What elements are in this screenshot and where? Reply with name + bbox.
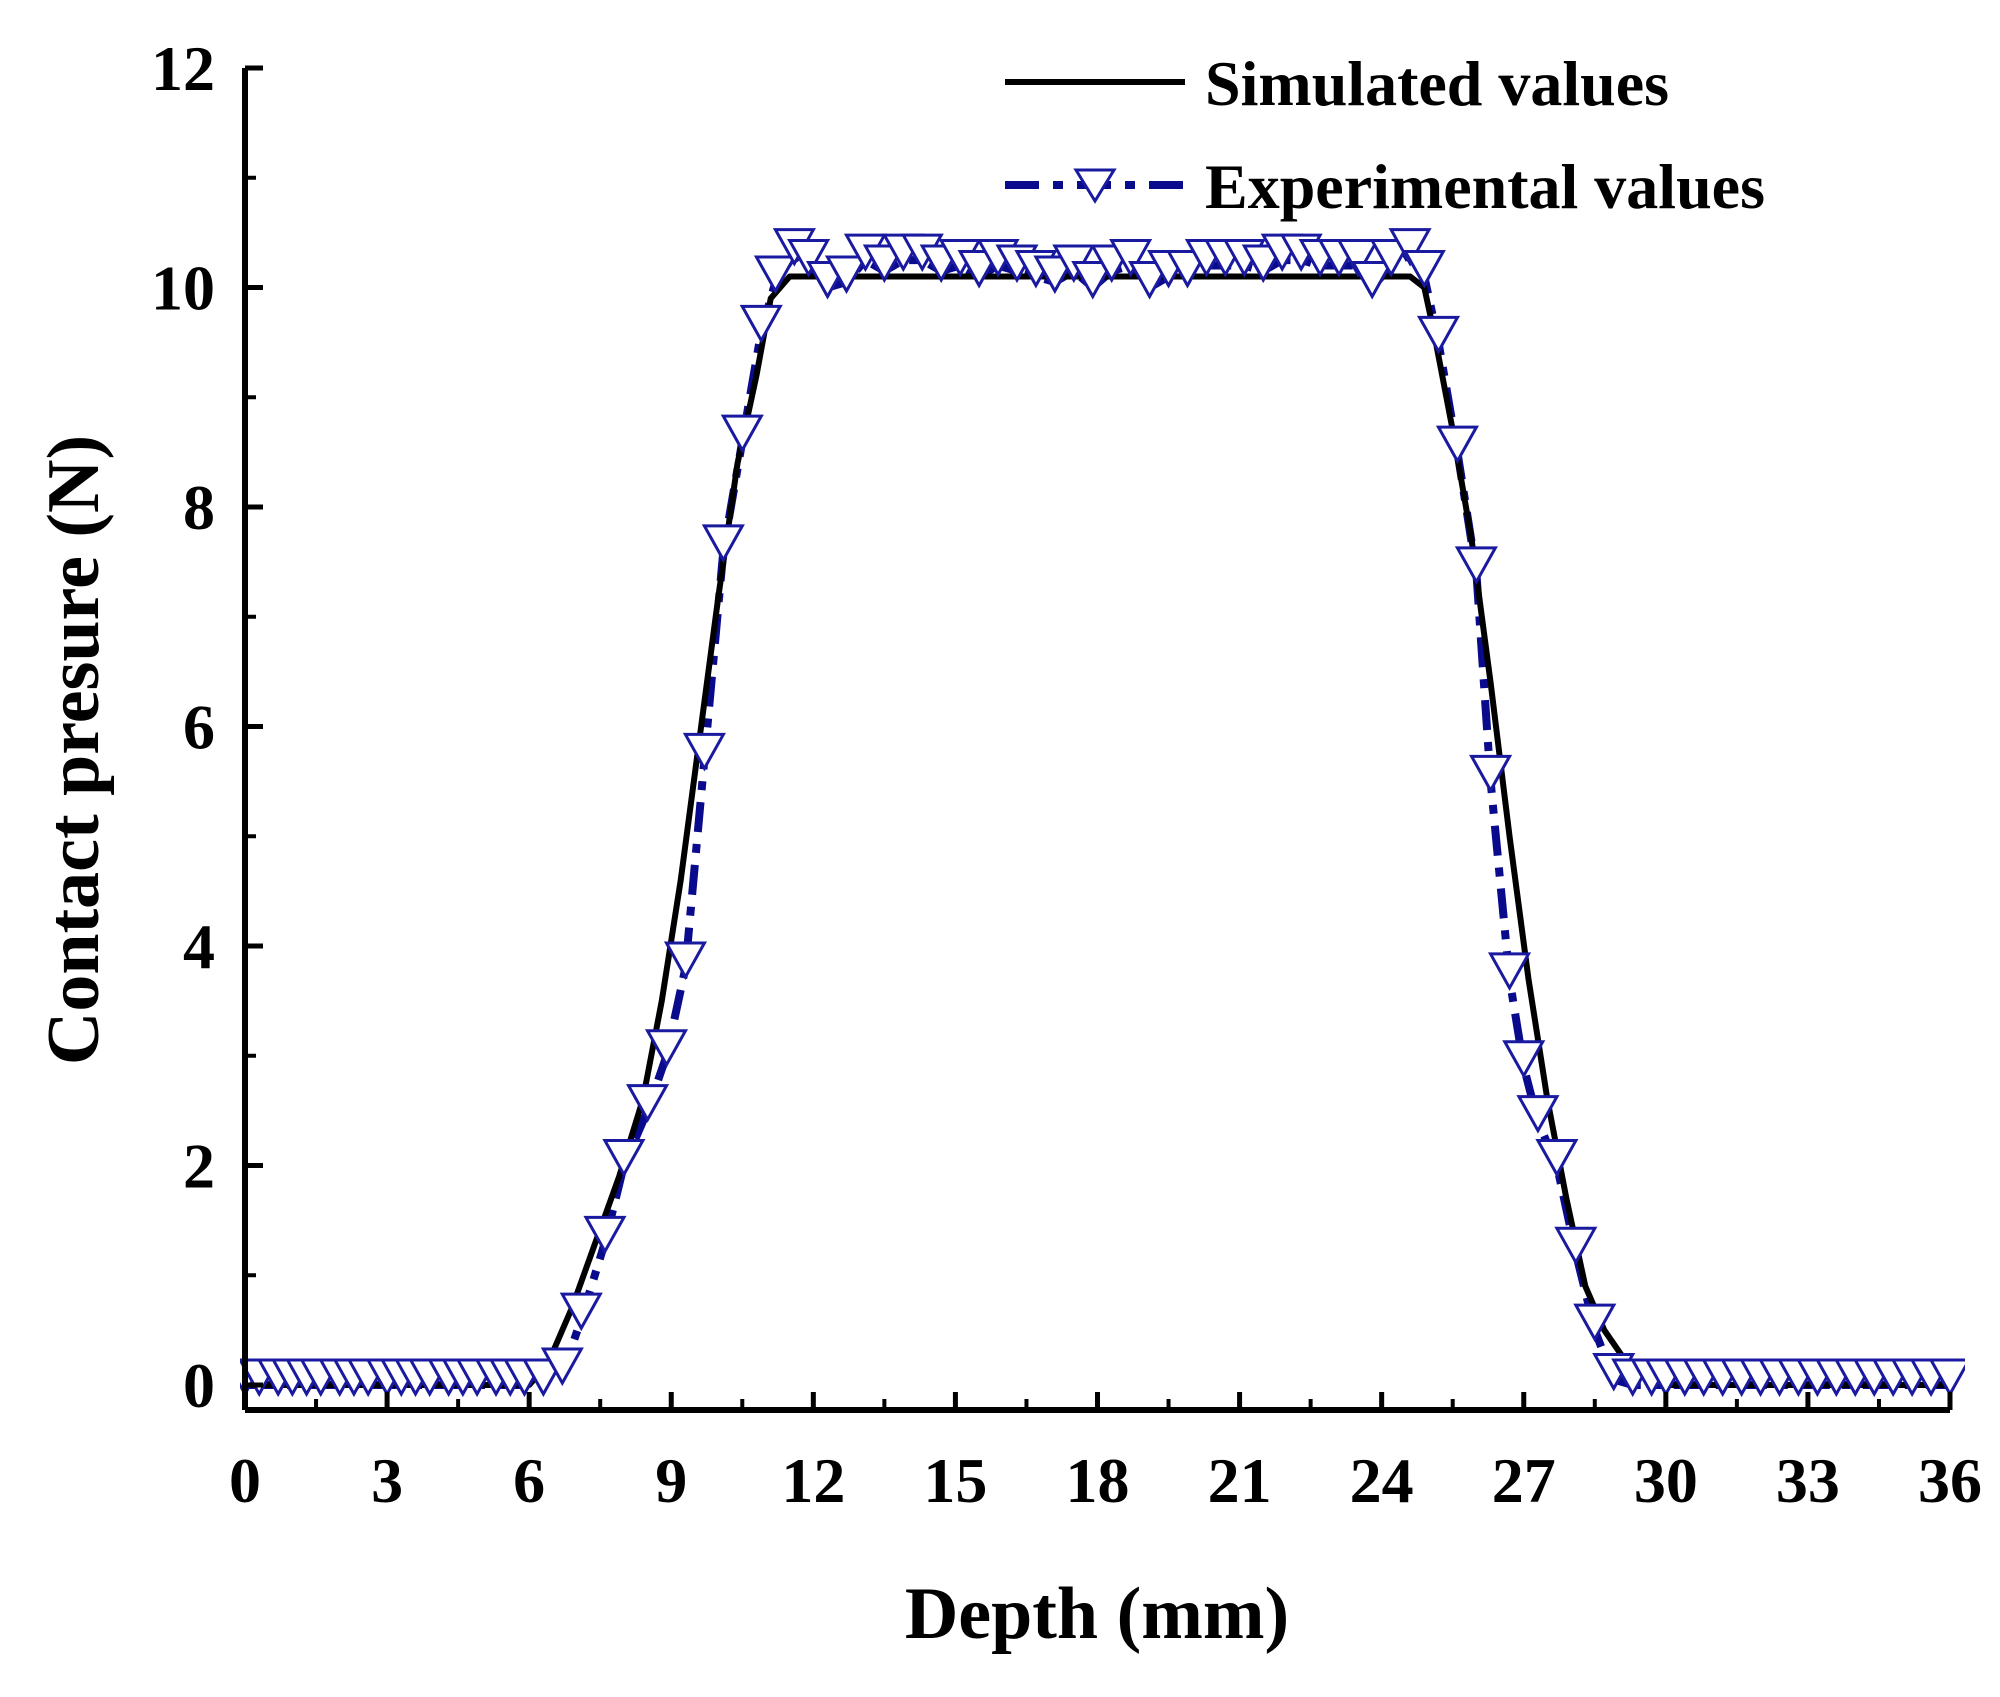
experimental-point (1554, 1226, 1598, 1266)
y-tick-label-10: 10 (151, 253, 215, 324)
legend-marker-experimental (1073, 168, 1117, 204)
x-ticks: 0 3 6 9 12 15 18 21 24 27 30 33 36 (229, 1392, 1982, 1516)
experimental-point (626, 1084, 670, 1123)
experimental-point (1469, 754, 1513, 794)
x-tick-label-12: 12 (781, 1445, 845, 1516)
plot-area (240, 228, 1965, 1398)
x-tick-label-21: 21 (1208, 1445, 1272, 1516)
experimental-point (1435, 425, 1480, 465)
legend-label-simulated: Simulated values (1205, 48, 1669, 119)
x-tick-label-3: 3 (371, 1445, 403, 1516)
x-tick-label-36: 36 (1918, 1445, 1982, 1516)
y-tick-label-8: 8 (183, 472, 215, 543)
experimental-point (540, 1347, 584, 1387)
y-tick-label-2: 2 (183, 1131, 215, 1202)
experimental-point (739, 304, 783, 344)
y-tick-label-0: 0 (183, 1350, 215, 1421)
legend-label-experimental: Experimental values (1205, 151, 1765, 222)
y-tick-label-12: 12 (151, 33, 215, 104)
x-tick-label-24: 24 (1350, 1445, 1414, 1516)
experimental-point (824, 255, 869, 295)
experimental-point (1502, 1040, 1546, 1079)
x-tick-label-27: 27 (1492, 1445, 1556, 1516)
experimental-point (787, 239, 831, 278)
x-tick-label-18: 18 (1066, 1445, 1130, 1516)
experimental-point (1336, 239, 1380, 278)
experimental-point (1454, 546, 1498, 585)
experimental-point (1487, 952, 1532, 991)
experimental-point (663, 941, 708, 981)
experimental-point (644, 1029, 689, 1068)
experimental-point (720, 414, 764, 454)
experimental-point (1388, 228, 1432, 267)
y-axis-title: Contact presure (N) (33, 435, 115, 1065)
x-tick-label-0: 0 (229, 1445, 261, 1516)
experimental-point (602, 1139, 646, 1178)
experimental-point (1573, 1303, 1617, 1343)
experimental-point (1350, 261, 1394, 300)
y-tick-label-6: 6 (183, 692, 215, 763)
y-ticks: 0 2 4 6 8 10 12 (151, 33, 263, 1421)
experimental-point (1109, 239, 1153, 278)
experimental-point (1928, 1358, 1965, 1398)
experimental-point (1402, 250, 1446, 289)
experimental-point (583, 1215, 627, 1255)
experimental-point (701, 524, 745, 563)
x-tick-label-6: 6 (513, 1445, 545, 1516)
y-tick-label-4: 4 (183, 911, 215, 982)
x-tick-label-9: 9 (655, 1445, 687, 1516)
series-line-experimental (245, 250, 1950, 1389)
experimental-point (1516, 1095, 1560, 1134)
experimental-point (1416, 315, 1461, 355)
experimental-point (1535, 1139, 1579, 1178)
experimental-point (559, 1292, 603, 1332)
legend: Simulated values Experimental values (1005, 48, 1765, 222)
series-line-simulated (245, 273, 1950, 1388)
x-tick-label-15: 15 (923, 1445, 987, 1516)
x-tick-label-33: 33 (1776, 1445, 1840, 1516)
experimental-point (1071, 261, 1115, 300)
x-axis-title: Depth (mm) (905, 1573, 1289, 1655)
experimental-point (682, 732, 726, 772)
experimental-point (753, 255, 798, 295)
x-tick-label-30: 30 (1634, 1445, 1698, 1516)
